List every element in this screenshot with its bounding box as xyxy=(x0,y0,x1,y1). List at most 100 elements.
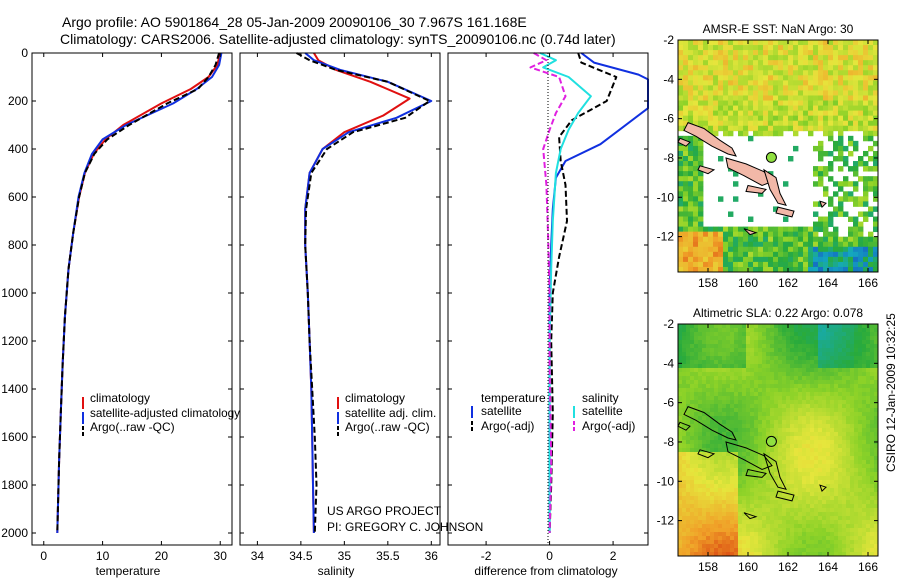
map-cell xyxy=(846,428,851,433)
map-cell xyxy=(730,344,735,349)
map-cell xyxy=(842,464,847,469)
map-cell xyxy=(830,500,835,505)
map-cell xyxy=(746,344,751,349)
map-cell xyxy=(713,60,719,66)
map-cell xyxy=(798,40,804,46)
map-cell xyxy=(698,528,703,533)
map-cell xyxy=(686,412,691,417)
map-cell xyxy=(786,536,791,541)
map-cell xyxy=(778,55,784,61)
map-cell xyxy=(683,241,689,248)
map-cell xyxy=(802,548,807,553)
map-cell xyxy=(728,60,734,66)
map-cell xyxy=(686,328,691,333)
map-cell xyxy=(762,484,767,489)
map-cell xyxy=(753,226,759,233)
map-cell xyxy=(866,368,871,373)
map-cell xyxy=(728,236,734,243)
map-cell xyxy=(702,324,707,329)
map-cell xyxy=(866,488,871,493)
map-cell xyxy=(870,376,875,381)
map-cell xyxy=(678,452,683,457)
map-cell xyxy=(758,368,763,373)
map-cell xyxy=(774,412,779,417)
map-cell xyxy=(702,348,707,353)
map-cell xyxy=(710,468,715,473)
map-cell xyxy=(834,400,839,405)
map-cell xyxy=(758,472,763,477)
map-cell xyxy=(778,115,784,122)
temperature-xlabel: temperature xyxy=(96,564,161,578)
map-cell xyxy=(846,500,851,505)
map-cell xyxy=(703,256,709,263)
map-cell xyxy=(754,424,759,429)
map-cell xyxy=(802,436,807,441)
map-cell xyxy=(770,388,775,393)
map-cell xyxy=(874,524,879,529)
map-cell xyxy=(742,448,747,453)
map-cell xyxy=(778,516,783,521)
map-cell xyxy=(842,364,847,369)
map-cell xyxy=(770,472,775,477)
map-cell xyxy=(866,548,871,553)
map-cell xyxy=(810,464,815,469)
map-cell xyxy=(682,448,687,453)
map-cell xyxy=(782,412,787,417)
map-cell xyxy=(698,348,703,353)
map-cell xyxy=(726,512,731,517)
map-cell xyxy=(693,261,699,268)
map-cell xyxy=(766,332,771,337)
map-cell xyxy=(753,95,759,101)
map-cell xyxy=(853,60,859,66)
map-cell xyxy=(688,40,694,46)
map-cell xyxy=(726,528,731,533)
map-cell xyxy=(790,384,795,389)
map-cell xyxy=(774,416,779,421)
map-cell xyxy=(774,496,779,501)
map-cell xyxy=(738,231,744,238)
map-cell xyxy=(853,256,859,263)
map-cell xyxy=(734,332,739,337)
map-cell xyxy=(758,400,763,405)
map-cell xyxy=(863,70,869,76)
map-cell xyxy=(802,364,807,369)
map-cell xyxy=(742,352,747,357)
map-cell xyxy=(693,251,699,258)
map-cell xyxy=(746,432,751,437)
map-cell xyxy=(718,540,723,545)
map-cell xyxy=(803,55,809,61)
map-cell xyxy=(728,50,734,56)
legend-label-climatology: climatology xyxy=(345,391,405,405)
map-cell xyxy=(750,328,755,333)
map-cell xyxy=(770,404,775,409)
map-cell xyxy=(682,456,687,461)
map-cell xyxy=(683,186,689,192)
map-cell xyxy=(738,468,743,473)
map-cell xyxy=(846,512,851,517)
map-cell xyxy=(702,356,707,361)
map-cell xyxy=(713,266,719,273)
map-cell xyxy=(853,110,859,117)
map-cell xyxy=(853,85,859,91)
map-cell xyxy=(753,110,759,117)
map-cell xyxy=(866,436,871,441)
map-cell xyxy=(846,408,851,413)
map-cell xyxy=(742,328,747,333)
map-cell xyxy=(786,516,791,521)
map-cell xyxy=(754,524,759,529)
map-cell xyxy=(706,448,711,453)
map-cell xyxy=(683,196,689,202)
map-cell xyxy=(762,492,767,497)
map-cell xyxy=(690,520,695,525)
map-cell xyxy=(866,480,871,485)
map-cell xyxy=(843,115,849,122)
map-cell xyxy=(746,452,751,457)
map-cell xyxy=(870,476,875,481)
map-cell xyxy=(766,516,771,521)
map-cell xyxy=(790,348,795,353)
map-cell xyxy=(802,444,807,449)
map-cell xyxy=(754,328,759,333)
map-cell xyxy=(683,90,689,96)
map-cell xyxy=(678,352,683,357)
map-cell xyxy=(750,496,755,501)
